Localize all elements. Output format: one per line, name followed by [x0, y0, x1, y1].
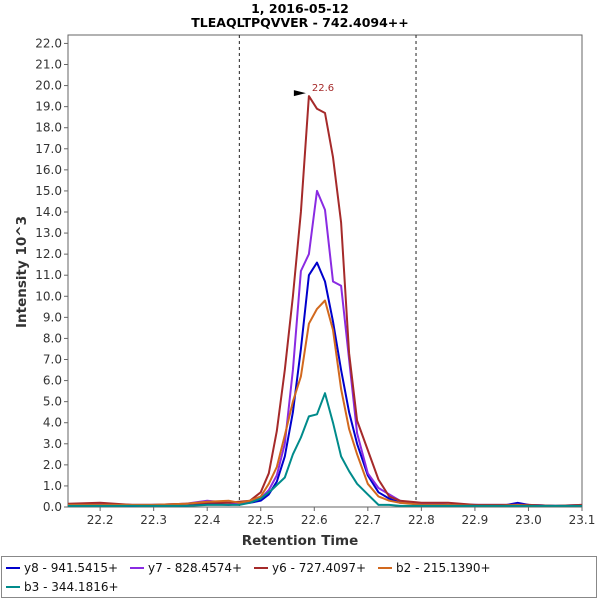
chromatogram-chart: 1, 2016-05-12 TLEAQLTPQVVER - 742.4094++… [14, 1, 596, 549]
y-axis-label: Intensity 10^3 [14, 216, 30, 328]
y-tick-label: 13.0 [35, 226, 62, 240]
series-line-3 [67, 95, 583, 507]
y-tick-label: 19.0 [35, 100, 62, 114]
legend-item: b2 - 215.1390+ [378, 561, 491, 575]
chart-subtitle: TLEAQLTPQVVER - 742.4094++ [191, 15, 409, 30]
x-tick-label: 22.3 [140, 513, 167, 527]
series-lines [67, 95, 583, 507]
legend-label: y8 - 941.5415+ [24, 561, 119, 575]
legend: y8 - 941.5415+ y7 - 828.4574+ y6 - 727.409… [1, 556, 597, 598]
x-tick-label: 23.0 [515, 513, 542, 527]
x-tick-label: 22.9 [462, 513, 489, 527]
legend-swatch [130, 567, 145, 569]
y-tick-label: 18.0 [35, 121, 62, 135]
legend-item: y8 - 941.5415+ [6, 561, 118, 575]
x-tick-label: 22.2 [87, 513, 114, 527]
plot-area [67, 34, 583, 508]
y-tick-label: 3.0 [43, 437, 62, 451]
y-tick-label: 20.0 [35, 79, 62, 93]
series-line-5 [68, 392, 582, 507]
y-tick-label: 14.0 [35, 205, 62, 219]
y-tick-label: 6.0 [43, 374, 62, 388]
y-tick-label: 0.0 [43, 500, 62, 514]
chart-title: 1, 2016-05-12 [251, 1, 349, 16]
x-tick-label: 22.6 [301, 513, 328, 527]
y-tick-label: 22.0 [35, 36, 62, 50]
y-tick-label: 16.0 [35, 163, 62, 177]
legend-swatch [378, 567, 393, 569]
legend-item: y6 - 727.4097+ [254, 561, 366, 575]
y-tick-label: 17.0 [35, 142, 62, 156]
x-tick-label: 23.1 [569, 513, 596, 527]
y-tick-label: 7.0 [43, 353, 62, 367]
legend-label: b2 - 215.1390+ [396, 561, 491, 575]
peak-arrow-icon [293, 90, 306, 97]
x-axis-label: Retention Time [242, 533, 359, 549]
peak-label: 22.6 [312, 83, 334, 94]
y-tick-label: 2.0 [43, 458, 62, 472]
legend-swatch [6, 586, 20, 588]
y-tick-label: 8.0 [43, 331, 62, 345]
y-tick-label: 15.0 [35, 184, 62, 198]
legend-item: y7 - 828.4574+ [130, 561, 242, 575]
legend-label: y7 - 828.4574+ [148, 561, 243, 575]
y-tick-label: 21.0 [35, 58, 62, 72]
y-tick-label: 12.0 [35, 247, 62, 261]
y-tick-label: 1.0 [43, 479, 62, 493]
legend-row: b3 - 344.1816+ [6, 578, 131, 596]
legend-label: y6 - 727.4097+ [272, 561, 367, 575]
legend-row: y8 - 941.5415+ y7 - 828.4574+ y6 - 727.409… [6, 559, 503, 577]
legend-swatch [254, 567, 269, 569]
legend-swatch [6, 567, 20, 569]
integration-bounds [238, 35, 417, 507]
x-axis: 22.2 22.3 22.4 22.5 22.6 22.7 22.8 22.9 23.0 23.1 [87, 507, 596, 527]
x-tick-label: 22.4 [194, 513, 221, 527]
x-tick-label: 22.8 [408, 513, 435, 527]
x-tick-label: 22.7 [354, 513, 381, 527]
y-axis: 0.0 1.0 2.0 3.0 4.0 5.0 6.0 7.0 8.0 9.0 10.0 11.0 12… [35, 36, 68, 514]
y-tick-label: 9.0 [43, 310, 62, 324]
y-tick-label: 4.0 [43, 416, 62, 430]
peak-annotation: 22.6 [293, 83, 334, 97]
y-tick-label: 11.0 [35, 268, 62, 282]
y-tick-label: 5.0 [43, 395, 62, 409]
x-tick-label: 22.5 [247, 513, 274, 527]
legend-item: b3 - 344.1816+ [6, 580, 119, 594]
y-tick-label: 10.0 [35, 289, 62, 303]
legend-label: b3 - 344.1816+ [24, 580, 119, 594]
